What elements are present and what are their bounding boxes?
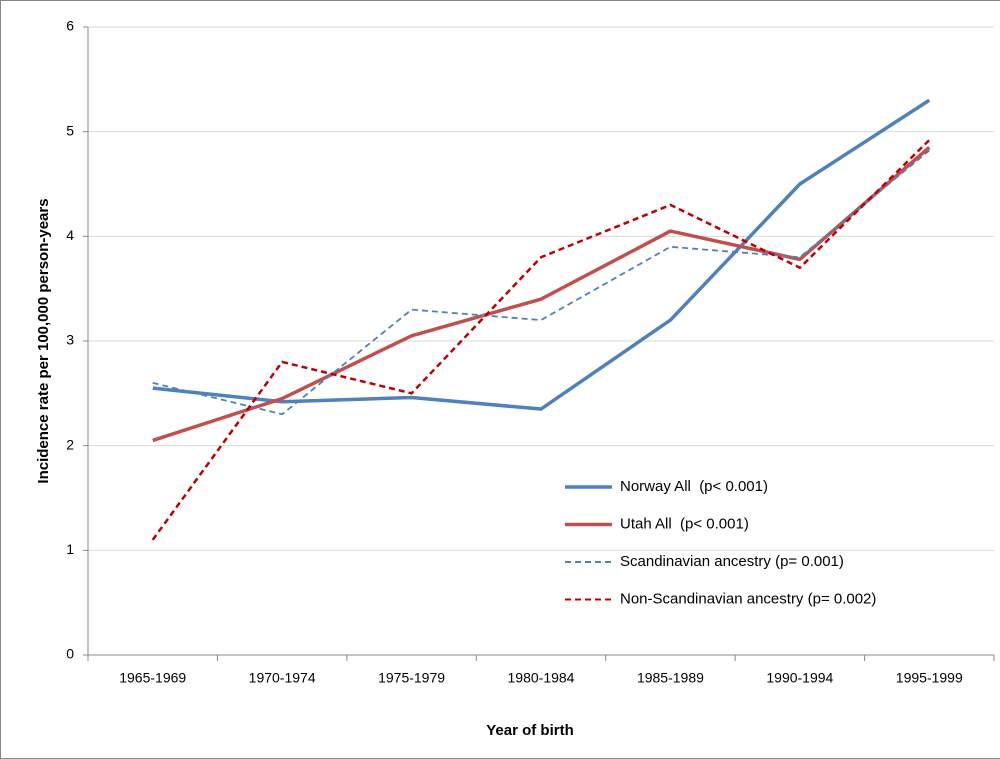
x-tick-label: 1985-1989 <box>637 670 704 686</box>
series-line <box>152 146 931 443</box>
y-axis-title: Incidence rate per 100,000 person-years <box>35 198 52 483</box>
y-tick-label: 3 <box>66 332 74 348</box>
legend-label: Norway All (p< 0.001) <box>620 478 768 495</box>
y-tick-label: 6 <box>66 18 74 34</box>
y-tick-label: 2 <box>66 436 74 452</box>
y-tick-label: 0 <box>66 646 74 662</box>
x-tick-label: 1990-1994 <box>766 670 833 686</box>
series-line <box>151 139 931 541</box>
x-tick-label: 1980-1984 <box>508 670 575 686</box>
legend-label: Utah All (p< 0.001) <box>620 515 749 532</box>
y-tick-label: 4 <box>66 227 74 243</box>
series-line <box>152 149 930 416</box>
y-tick-label: 1 <box>66 541 74 557</box>
legend-label: Non-Scandinavian ancestry (p= 0.002) <box>620 590 876 607</box>
legend-label: Scandinavian ancestry (p= 0.001) <box>620 553 844 570</box>
x-tick-label: 1975-1979 <box>378 670 445 686</box>
series-line <box>152 98 931 411</box>
x-axis-title: Year of birth <box>486 722 574 739</box>
x-tick-label: 1965-1969 <box>119 670 186 686</box>
x-tick-label: 1970-1974 <box>249 670 316 686</box>
y-tick-label: 5 <box>66 122 74 138</box>
x-tick-label: 1995-1999 <box>896 670 963 686</box>
